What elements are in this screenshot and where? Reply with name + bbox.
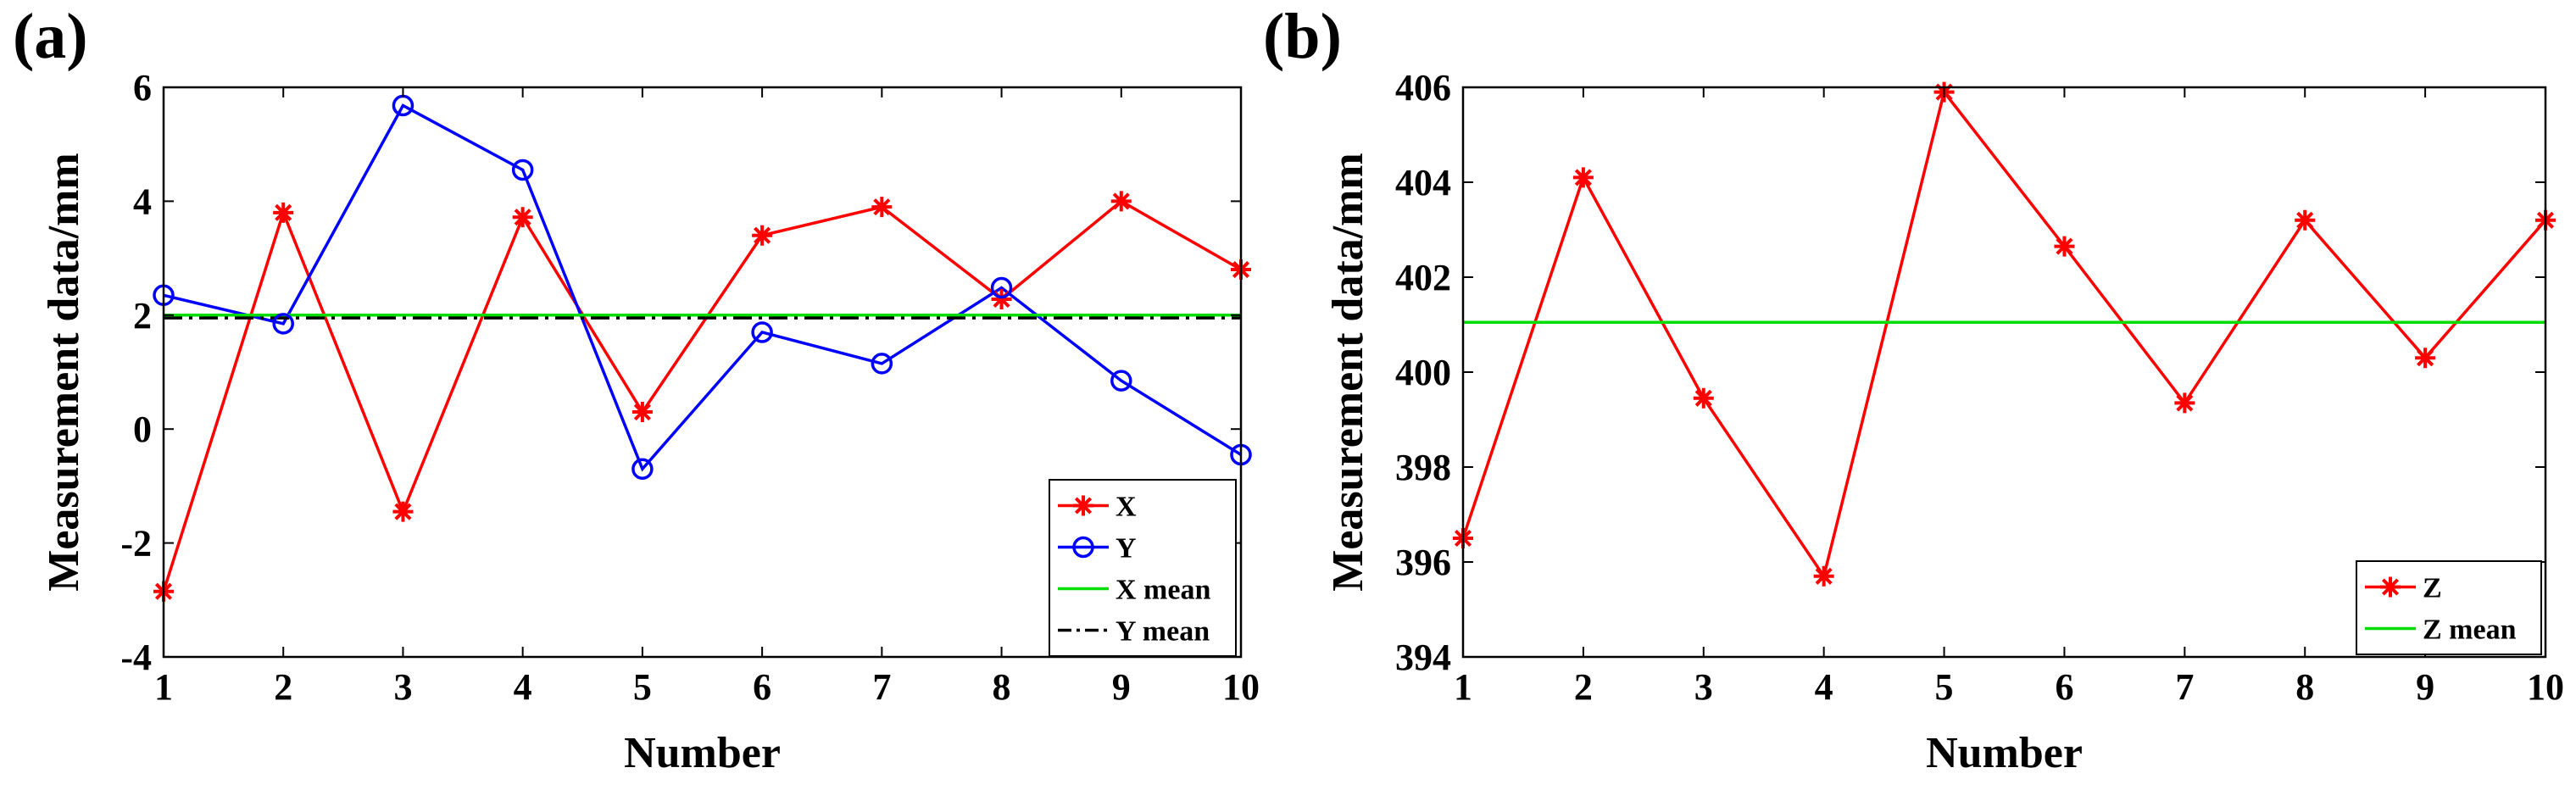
y-tick-label: 6 [133, 67, 152, 108]
y-tick-label: 396 [1395, 542, 1451, 583]
y-tick-label: 398 [1395, 447, 1451, 488]
data-point-x-6 [752, 225, 773, 246]
x-tick-label: 6 [753, 666, 771, 708]
x-tick-label: 5 [633, 666, 652, 708]
x-tick-label: 1 [1454, 666, 1472, 708]
data-point-z-4 [1813, 565, 1834, 587]
legend-box [2356, 560, 2542, 655]
data-point-y-5 [631, 458, 654, 480]
y-axis-label: Measurement data/mm [40, 153, 88, 592]
y-tick-label: -4 [120, 637, 152, 678]
x-tick-label: 6 [2055, 666, 2073, 708]
x-tick-label: 4 [1815, 666, 1833, 708]
y-tick-label: 4 [133, 181, 152, 222]
legend-label-y: Y [1116, 533, 1137, 565]
axes-box [162, 86, 1243, 659]
x-tick-label: 7 [872, 666, 891, 708]
legend: XY X mean Y mean [1049, 479, 1237, 657]
data-point-y-8 [990, 276, 1013, 299]
legend-marker-y [1072, 536, 1094, 559]
legend-marker-x [1073, 495, 1093, 516]
data-point-y-4 [511, 159, 534, 181]
y-tick-label: 0 [133, 409, 152, 450]
data-point-x-5 [631, 402, 653, 423]
y-tick-label: 402 [1395, 257, 1451, 298]
legend: Z Z mean [2356, 560, 2542, 655]
x-tick-label: 2 [1574, 666, 1593, 708]
x-tick-label: 1 [154, 666, 173, 708]
series-line-z [1463, 88, 2545, 581]
data-point-x-3 [392, 501, 414, 522]
x-tick-label: 8 [993, 666, 1011, 708]
panel-b: (b) 1 2 3 4 5 6 7 8 9 10 394 396 398 400 402 404 406 Numbe… [1263, 1, 2564, 777]
x-tick-label: 10 [2527, 666, 2564, 708]
panel-label: (b) [1263, 1, 1342, 72]
plot-area [1463, 88, 2545, 581]
x-tick-label: 5 [1935, 666, 1954, 708]
x-tick-label: 3 [393, 666, 412, 708]
x-tick-label: 4 [514, 666, 532, 708]
data-point-z-9 [2415, 348, 2436, 369]
y-tick-label: 404 [1395, 162, 1451, 203]
legend-label-y-mean: Y mean [1116, 616, 1210, 648]
x-tick-label: 7 [2175, 666, 2194, 708]
data-point-y-2 [272, 313, 294, 335]
legend-label-z: Z [2423, 573, 2442, 604]
x-axis-label: Number [1926, 729, 2083, 777]
data-point-y-9 [1110, 370, 1132, 392]
data-point-z-2 [1572, 167, 1594, 188]
data-point-x-2 [273, 202, 294, 223]
x-tick-label: 9 [2416, 666, 2434, 708]
y-tick-label: 406 [1395, 67, 1451, 108]
panel-label: (a) [13, 1, 88, 72]
panel-a: (a) 1 2 3 4 5 6 7 8 9 10 -4 -2 0 2 4 6 Number Measurement … [13, 1, 1260, 777]
x-axis-label: Number [624, 729, 781, 777]
data-point-x-8 [991, 288, 1012, 309]
data-point-z-6 [2054, 236, 2075, 257]
y-tick-label: -2 [120, 523, 152, 565]
data-point-x-4 [512, 207, 533, 228]
y-axis-label: Measurement data/mm [1324, 153, 1372, 592]
legend-label-z-mean: Z mean [2423, 615, 2517, 646]
y-tick-label: 2 [133, 295, 152, 337]
legend-marker-z [2380, 576, 2401, 598]
data-point-z-8 [2295, 209, 2316, 231]
series-line-x [164, 199, 1241, 592]
plot-area [164, 103, 1241, 592]
data-point-z-3 [1693, 387, 1714, 409]
legend-label-x-mean: X mean [1116, 575, 1210, 606]
data-point-x-7 [871, 197, 893, 218]
x-tick-label: 9 [1112, 666, 1131, 708]
x-tick-label: 10 [1222, 666, 1260, 708]
data-point-y-7 [871, 353, 893, 375]
y-tick-label: 400 [1395, 352, 1451, 393]
y-tick-label: 394 [1395, 637, 1451, 678]
x-tick-label: 3 [1694, 666, 1713, 708]
data-point-x-9 [1110, 191, 1132, 212]
x-tick-label: 2 [274, 666, 292, 708]
legend-label-x: X [1116, 492, 1137, 523]
data-point-z-7 [2174, 392, 2195, 414]
x-tick-label: 8 [2295, 666, 2314, 708]
data-point-y-6 [751, 321, 773, 343]
series-line-y [164, 103, 1241, 472]
